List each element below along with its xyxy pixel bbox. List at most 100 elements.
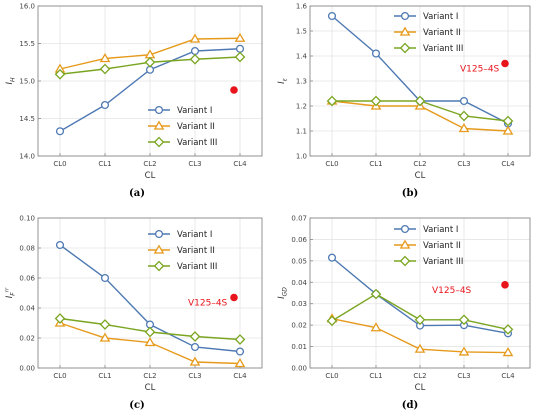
data-point-series-1 (327, 11, 337, 21)
y-axis-label-sub: GD (282, 287, 289, 297)
y-tick-label: 1.4 (296, 53, 308, 61)
legend: Variant I Variant II Variant III (148, 229, 217, 272)
legend-label-1: Variant I (177, 106, 212, 116)
data-point-series-2 (189, 356, 201, 366)
data-point-series-3 (370, 288, 382, 300)
data-point-series-3 (144, 56, 156, 68)
data-point-series-2 (458, 346, 470, 356)
reference-label: V125–4S (460, 65, 500, 75)
legend-marker-1 (154, 105, 164, 115)
reference-point (501, 281, 509, 289)
panel-3: 0.00 0.02 0.04 0.06 0.08 0.10 CL0 CL1 CL2 CL3 CL4 C… (5, 215, 263, 393)
y-axis-label: IFrr (5, 287, 17, 298)
legend-marker-3 (399, 42, 411, 54)
data-point-series-3 (414, 314, 426, 326)
data-point-series-3 (326, 95, 338, 107)
legend-label-2: Variant II (423, 241, 461, 251)
x-tick-label: CL1 (98, 372, 111, 380)
legend-label-2: Variant II (177, 122, 215, 132)
y-tick-label: 1.6 (296, 3, 308, 11)
data-point-series-3 (502, 115, 514, 127)
y-axis-label-main: I (277, 296, 287, 299)
x-tick-label: CL1 (369, 160, 382, 168)
y-tick-label: 15.5 (19, 40, 35, 48)
data-point-series-1 (100, 273, 110, 283)
data-point-series-2 (458, 123, 470, 133)
legend-label-3: Variant III (177, 138, 217, 148)
y-tick-label: 14.0 (19, 153, 35, 161)
reference-label: V125–4S (432, 286, 472, 296)
data-point-series-3 (54, 313, 66, 324)
reference-point (501, 59, 509, 68)
x-tick-label: CL4 (233, 160, 247, 168)
caption-4: (d) (402, 400, 418, 411)
legend-marker-3 (153, 260, 165, 272)
legend-marker-2 (153, 244, 165, 254)
data-point-series-3 (458, 314, 470, 326)
y-tick-label: 16.0 (19, 3, 35, 11)
data-point-series-1 (190, 342, 200, 352)
y-axis-label-main: I (277, 81, 287, 84)
x-tick-label: CL3 (188, 160, 201, 168)
y-tick-label: 0.01 (291, 343, 307, 351)
y-axis-label-sup: rr (5, 287, 11, 292)
data-point-series-3 (234, 334, 246, 345)
data-point-series-1 (459, 96, 469, 106)
data-point-series-3 (189, 53, 201, 65)
legend-label-3: Variant III (423, 44, 463, 54)
legend-label-2: Variant II (423, 28, 461, 38)
data-point-series-2 (502, 347, 514, 357)
x-tick-label: CL2 (143, 372, 156, 380)
legend-marker-2 (399, 26, 411, 36)
data-point-series-2 (234, 358, 246, 368)
data-point-series-3 (99, 63, 111, 75)
legend: Variant I Variant II Variant III (148, 105, 217, 148)
data-point-series-3 (144, 326, 156, 338)
data-point-series-1 (55, 240, 65, 250)
data-point-series-3 (189, 331, 201, 342)
legend-label-2: Variant II (177, 246, 215, 256)
y-axis-label-main: I (5, 82, 15, 85)
legend-label-1: Variant I (177, 230, 212, 240)
y-tick-label: 1.2 (296, 103, 307, 111)
data-point-series-3 (502, 324, 514, 335)
y-tick-label: 0.06 (19, 275, 35, 283)
data-point-series-2 (189, 33, 201, 43)
y-axis-label-sub: H (10, 77, 17, 82)
y-tick-label: 0.00 (19, 365, 35, 373)
y-tick-label: 1.5 (296, 28, 307, 36)
y-tick-label: 0.04 (291, 279, 307, 287)
x-tick-label: CL4 (501, 160, 515, 168)
data-point-series-3 (234, 51, 246, 63)
y-tick-label: 0.07 (291, 215, 307, 223)
y-tick-label: 0.00 (291, 365, 307, 373)
legend-label-3: Variant III (177, 262, 217, 272)
y-tick-label: 15.0 (19, 78, 35, 86)
x-tick-label: CL3 (457, 372, 470, 380)
legend-marker-1 (400, 224, 410, 234)
data-point-series-1 (55, 127, 65, 136)
legend-label-3: Variant III (423, 257, 463, 267)
y-axis-label: IH (5, 77, 17, 85)
x-tick-label: CL4 (233, 372, 247, 380)
data-point-series-2 (502, 125, 514, 135)
caption-2: (b) (402, 188, 418, 199)
y-tick-label: 1.3 (296, 78, 307, 86)
y-tick-label: 0.08 (19, 245, 35, 253)
legend-marker-3 (399, 255, 411, 267)
y-tick-label: 0.03 (291, 300, 307, 308)
panel-1: 14.0 14.5 15.0 15.5 16.0 CL0 CL1 CL2 CL3 CL4 CL IH V… (5, 3, 263, 181)
x-tick-label: CL0 (325, 160, 338, 168)
x-axis-label: CL (415, 171, 426, 181)
data-point-series-1 (235, 347, 245, 356)
x-axis-label: CL (145, 383, 156, 393)
legend-label-1: Variant I (423, 225, 458, 235)
data-point-series-2 (144, 337, 156, 347)
x-tick-label: CL2 (143, 160, 156, 168)
data-point-series-2 (99, 53, 111, 63)
x-axis-label: CL (145, 171, 156, 181)
reference-point (230, 293, 238, 302)
data-point-series-1 (371, 49, 381, 58)
data-point-series-2 (99, 332, 111, 342)
x-tick-label: CL0 (53, 372, 66, 380)
